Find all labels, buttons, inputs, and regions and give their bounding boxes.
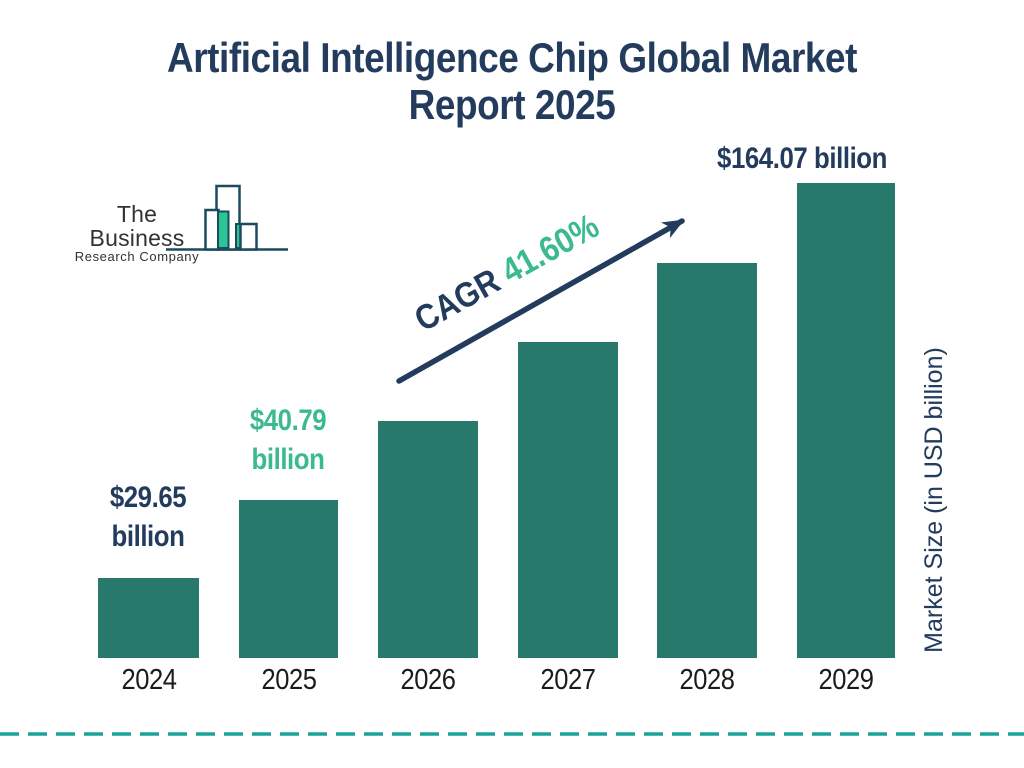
value-label-2029: $164.07 billion bbox=[717, 142, 887, 175]
bar-2025 bbox=[239, 500, 338, 658]
value-label-2025: $40.79 billion bbox=[249, 404, 327, 476]
company-logo: The Business Research Company bbox=[70, 176, 300, 264]
title-line-1: Artificial Intelligence Chip Global Mark… bbox=[166, 34, 858, 81]
logo-text: The Business Research Company bbox=[74, 202, 200, 264]
bar-2024 bbox=[98, 578, 199, 658]
page-title: Artificial Intelligence Chip Global Mark… bbox=[61, 34, 962, 128]
logo-company-subname: Research Company bbox=[74, 249, 200, 264]
cagr-text: CAGR bbox=[408, 261, 507, 340]
value-label-2024: $29.65 billion bbox=[109, 481, 187, 553]
bar-2026 bbox=[378, 421, 478, 658]
x-tick-2028: 2028 bbox=[679, 664, 735, 696]
logo-company-name: The Business bbox=[89, 201, 185, 251]
x-tick-2024: 2024 bbox=[120, 664, 176, 696]
x-tick-2025: 2025 bbox=[260, 664, 316, 696]
x-tick-2029: 2029 bbox=[818, 664, 874, 696]
bar-2027 bbox=[518, 342, 618, 658]
title-line-2: Report 2025 bbox=[408, 81, 616, 128]
y-axis-label: Market Size (in USD billion) bbox=[920, 347, 948, 653]
x-tick-2027: 2027 bbox=[540, 664, 596, 696]
cagr-value: 41.60% bbox=[495, 206, 606, 292]
x-tick-2026: 2026 bbox=[400, 664, 456, 696]
bar-2029 bbox=[797, 183, 895, 658]
cagr-label: CAGR 41.60% bbox=[401, 202, 615, 347]
bar-2028 bbox=[657, 263, 757, 658]
logo-bars-icon bbox=[166, 184, 288, 251]
